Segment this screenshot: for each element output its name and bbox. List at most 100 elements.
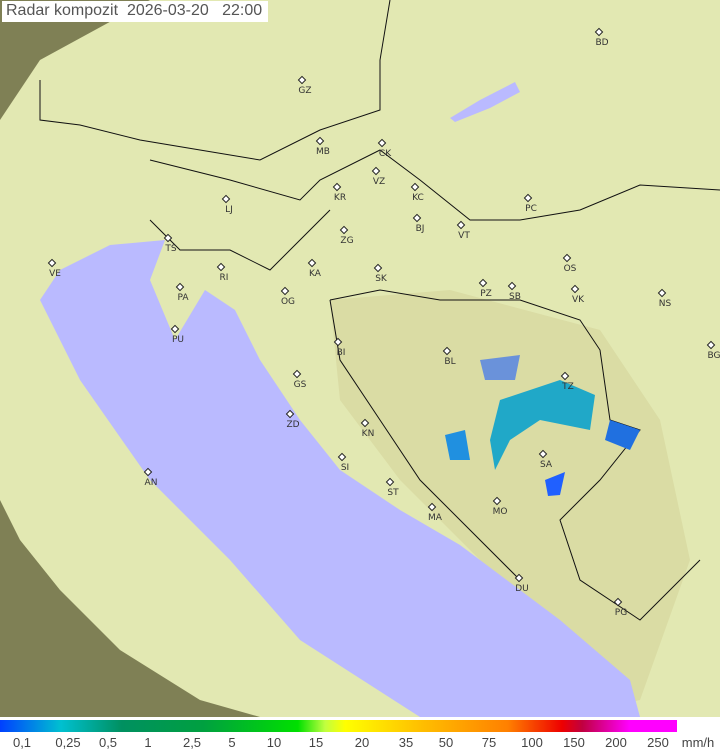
city-marker-icon (456, 220, 466, 230)
city-label-gz: GZ (298, 86, 311, 96)
city-marker-icon (385, 477, 395, 487)
city-marker-icon (570, 284, 580, 294)
city-marker-icon (478, 278, 488, 288)
city-label-vt: VT (458, 231, 470, 241)
city-label-st: ST (387, 488, 399, 498)
legend-tick-label: 5 (228, 735, 236, 750)
legend-tick-label: 0,5 (98, 735, 118, 750)
city-marker-icon (492, 496, 502, 506)
legend-tick-label: 75 (481, 735, 497, 750)
legend-tick-label: 0,25 (55, 735, 81, 750)
city-marker-icon (315, 136, 325, 146)
city-label-kc: KC (412, 193, 424, 203)
city-label-sb: SB (509, 292, 521, 302)
city-label-os: OS (564, 264, 577, 274)
city-marker-icon (307, 258, 317, 268)
city-label-bd: BD (595, 38, 608, 48)
city-marker-icon (216, 262, 226, 272)
city-label-mo: MO (493, 507, 508, 517)
legend-ticks: 0,1 0,25 0,5 1 2,5 5 10 15 20 35 50 75 100 150 200 250 m… (0, 735, 720, 751)
map-title: Radar kompozit 2026-03-20 22:00 (2, 1, 269, 22)
precipitation-color-scale (0, 720, 677, 732)
legend-tick-label: 100 (521, 735, 543, 750)
city-label-vk: VK (572, 295, 585, 305)
city-label-ck: CK (379, 149, 392, 159)
terrain-south (330, 290, 690, 717)
legend-tick-label: 10 (266, 735, 282, 750)
city-marker-icon (339, 225, 349, 235)
city-marker-icon (170, 324, 180, 334)
city-marker-icon (297, 75, 307, 85)
city-label-ma: MA (428, 513, 443, 523)
city-label-pz: PZ (480, 289, 492, 299)
legend-unit: mm/h (681, 735, 715, 750)
legend-tick-label: 35 (398, 735, 414, 750)
city-marker-icon (360, 418, 370, 428)
city-label-bl: BL (444, 357, 455, 367)
city-label-sa: SA (540, 460, 553, 470)
city-marker-icon (427, 502, 437, 512)
city-label-bg: BG (708, 351, 720, 361)
city-label-ns: NS (659, 299, 672, 309)
city-label-pg: PG (615, 608, 627, 618)
city-marker-icon (613, 597, 623, 607)
legend-tick-label: 20 (354, 735, 370, 750)
legend-tick-label: 0,1 (12, 735, 32, 750)
city-label-ka: KA (309, 269, 322, 279)
city-label-du: DU (515, 584, 529, 594)
city-marker-icon (285, 409, 295, 419)
city-marker-icon (337, 452, 347, 462)
city-marker-icon (163, 233, 173, 243)
city-label-bi: BI (337, 348, 346, 358)
city-label-pa: PA (177, 293, 189, 303)
city-marker-icon (657, 288, 667, 298)
city-label-kr: KR (334, 193, 346, 203)
city-marker-icon (175, 282, 185, 292)
city-label-zd: ZD (286, 420, 299, 430)
city-label-tz: TZ (561, 382, 574, 392)
radar-map[interactable]: GZ BD MB CK VZ KR KC PC LJ TS ZG BJ VT RI KA SK OS VE PA OG… (0, 0, 720, 717)
city-marker-icon (507, 281, 517, 291)
city-marker-icon (143, 467, 153, 477)
city-label-sk: SK (375, 274, 388, 284)
sea (40, 240, 640, 717)
city-label-mb: MB (316, 147, 330, 157)
city-label-pu: PU (172, 335, 184, 345)
city-label-zg: ZG (340, 236, 353, 246)
city-marker-icon (706, 340, 716, 350)
city-marker-icon (562, 253, 572, 263)
legend-tick-label: 2,5 (182, 735, 202, 750)
city-marker-icon (333, 337, 343, 347)
city-marker-icon (523, 193, 533, 203)
city-label-ve: VE (49, 269, 61, 279)
lake-balaton (450, 82, 520, 122)
city-label-lj: LJ (225, 205, 233, 215)
city-label-bj: BJ (416, 224, 425, 234)
city-marker-icon (412, 213, 422, 223)
legend-tick-label: 250 (647, 735, 669, 750)
city-label-vz: VZ (373, 177, 385, 187)
city-marker-icon (514, 573, 524, 583)
city-marker-icon (377, 138, 387, 148)
city-label-og: OG (281, 297, 295, 307)
legend-tick-label: 1 (144, 735, 152, 750)
radar-echoes (445, 355, 640, 496)
legend-tick-label: 150 (563, 735, 585, 750)
city-label-ri: RI (220, 273, 229, 283)
city-marker-icon (442, 346, 452, 356)
city-label-pc: PC (525, 204, 537, 214)
city-marker-icon (410, 182, 420, 192)
city-label-kn: KN (362, 429, 375, 439)
city-marker-icon (332, 182, 342, 192)
city-marker-icon (47, 258, 57, 268)
city-label-si: SI (341, 463, 349, 473)
legend-tick-label: 200 (605, 735, 627, 750)
city-marker-icon (538, 449, 548, 459)
city-marker-icon (594, 27, 604, 37)
city-marker-icon (280, 286, 290, 296)
city-marker-icon (373, 263, 383, 273)
legend-tick-label: 50 (438, 735, 454, 750)
legend-tick-label: 15 (308, 735, 324, 750)
city-marker-icon (221, 194, 231, 204)
city-label-ts: TS (164, 244, 176, 254)
